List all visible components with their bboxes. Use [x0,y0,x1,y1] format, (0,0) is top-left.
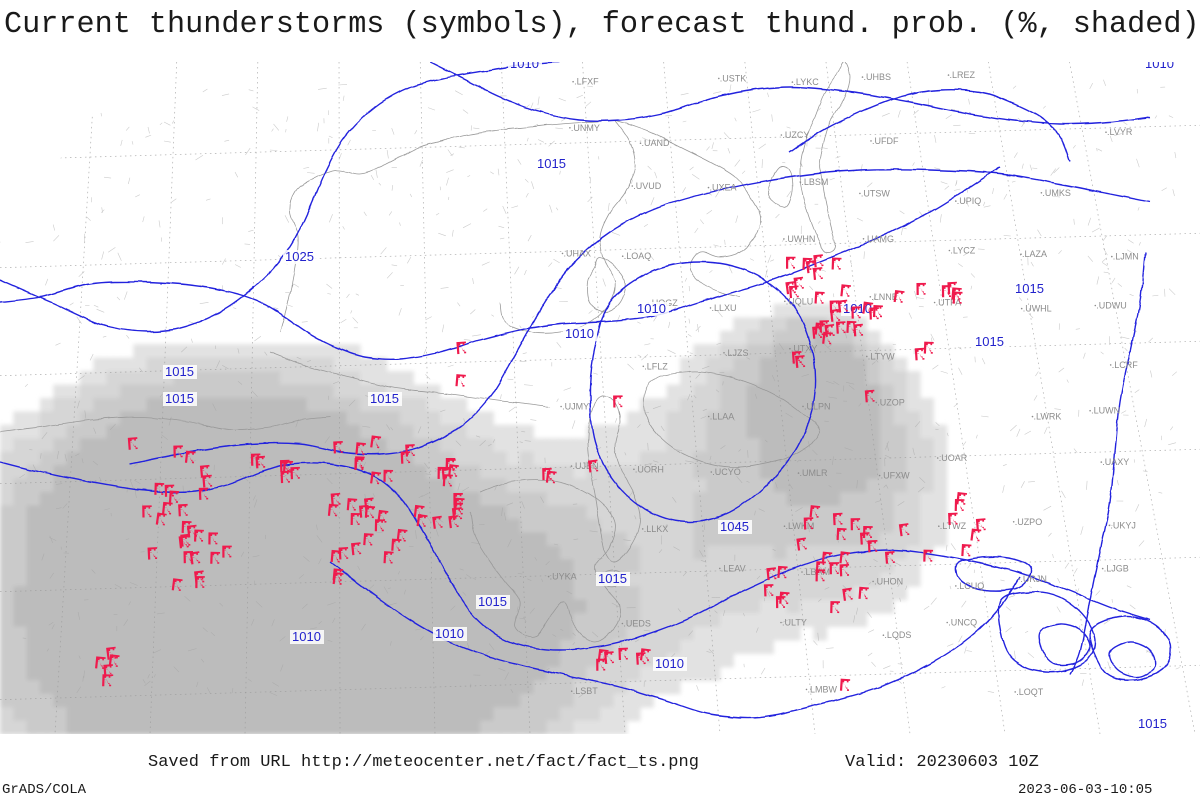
svg-text:.USTK: .USTK [720,73,747,83]
svg-text:.LAZA: .LAZA [1022,249,1047,259]
svg-text:.UVUD: .UVUD [633,181,662,191]
svg-text:.LREZ: .LREZ [950,70,976,80]
svg-text:.LMBW: .LMBW [808,684,838,694]
svg-text:.LJMN: .LJMN [1113,252,1139,262]
svg-text:.UZCY: .UZCY [782,130,809,140]
svg-text:1015: 1015 [165,391,194,406]
svg-text:.LQDS: .LQDS [884,630,911,640]
svg-text:.UFXW: .UFXW [881,471,911,481]
svg-text:.LSBT: .LSBT [573,686,599,696]
svg-text:1010: 1010 [1145,62,1174,71]
svg-text:.LBSM: .LBSM [801,177,828,187]
svg-text:.LOQT: .LOQT [1016,687,1044,697]
svg-text:.LJZS: .LJZS [725,348,749,358]
svg-text:.LLXU: .LLXU [712,303,737,313]
svg-text:1010: 1010 [292,629,321,644]
svg-text:.LWRK: .LWRK [1034,412,1062,422]
svg-text:.UNMY: .UNMY [571,123,600,133]
svg-text:.LCRF: .LCRF [1112,360,1139,370]
svg-text:.UDWU: .UDWU [1096,301,1127,311]
svg-text:1015: 1015 [1015,281,1044,296]
svg-text:.LJGB: .LJGB [1104,564,1129,574]
svg-text:.UXEA: .UXEA [710,183,737,193]
svg-text:1015: 1015 [598,571,627,586]
svg-text:.UTSW: .UTSW [861,188,891,198]
svg-text:1015: 1015 [165,364,194,379]
svg-text:.LLAA: .LLAA [710,412,735,422]
svg-text:1015: 1015 [975,334,1004,349]
svg-text:.UKYJ: .UKYJ [1110,520,1136,530]
svg-text:.UMKS: .UMKS [1042,188,1071,198]
svg-text:.UPIQ: .UPIQ [957,196,982,206]
svg-text:1010: 1010 [655,656,684,671]
svg-text:1015: 1015 [370,391,399,406]
svg-text:.UHBS: .UHBS [864,72,892,82]
svg-text:1010: 1010 [510,62,539,71]
svg-text:.UNCQ: .UNCQ [948,618,977,628]
svg-text:.LTWZ: .LTWZ [940,521,967,531]
svg-text:.UAXY: .UAXY [1102,457,1129,467]
svg-text:.UTFA: .UTFA [936,298,962,308]
svg-text:.LCUQ: .LCUQ [957,581,985,591]
svg-text:.LTYW: .LTYW [868,351,895,361]
svg-text:1015: 1015 [478,594,507,609]
svg-text:1015: 1015 [1138,716,1167,731]
svg-text:.UFDF: .UFDF [872,136,899,146]
svg-text:.LYKC: .LYKC [793,77,819,87]
svg-text:.UAND: .UAND [642,138,671,148]
svg-text:1045: 1045 [720,519,749,534]
svg-text:.UYKA: .UYKA [550,572,577,582]
svg-text:.LUWN: .LUWN [1091,406,1120,416]
svg-text:1025: 1025 [285,249,314,264]
svg-text:1010: 1010 [637,301,666,316]
svg-text:.ULTY: .ULTY [782,618,807,628]
svg-text:.LLKX: .LLKX [644,524,669,534]
svg-text:.LFLZ: .LFLZ [644,361,668,371]
svg-text:.LVYR: .LVYR [1107,127,1133,137]
svg-text:.LFXF: .LFXF [574,77,599,87]
svg-text:.UMLR: .UMLR [800,468,829,478]
svg-text:.UCYO: .UCYO [712,467,741,477]
svg-text:.UZPO: .UZPO [1015,517,1043,527]
svg-text:.UJMY: .UJMY [562,402,589,412]
svg-text:1010: 1010 [435,626,464,641]
svg-text:.LOAQ: .LOAQ [624,251,652,261]
svg-text:.UOAR: .UOAR [939,453,968,463]
svg-text:.UHAX: .UHAX [564,248,592,258]
svg-text:.UAMG: .UAMG [865,234,895,244]
svg-text:1015: 1015 [537,156,566,171]
svg-text:.URJN: .URJN [1020,574,1047,584]
svg-text:.UWHN: .UWHN [785,234,816,244]
svg-text:.UZOP: .UZOP [877,397,905,407]
svg-text:.UWHL: .UWHL [1023,304,1052,314]
svg-text:.UEDS: .UEDS [623,619,651,629]
svg-text:.UORH: .UORH [635,464,664,474]
svg-text:.ULPN: .ULPN [804,401,831,411]
svg-text:1010: 1010 [565,326,594,341]
svg-text:.LYCZ: .LYCZ [950,246,975,256]
svg-text:.LEAV: .LEAV [721,563,746,573]
svg-text:.UHON: .UHON [874,576,903,586]
